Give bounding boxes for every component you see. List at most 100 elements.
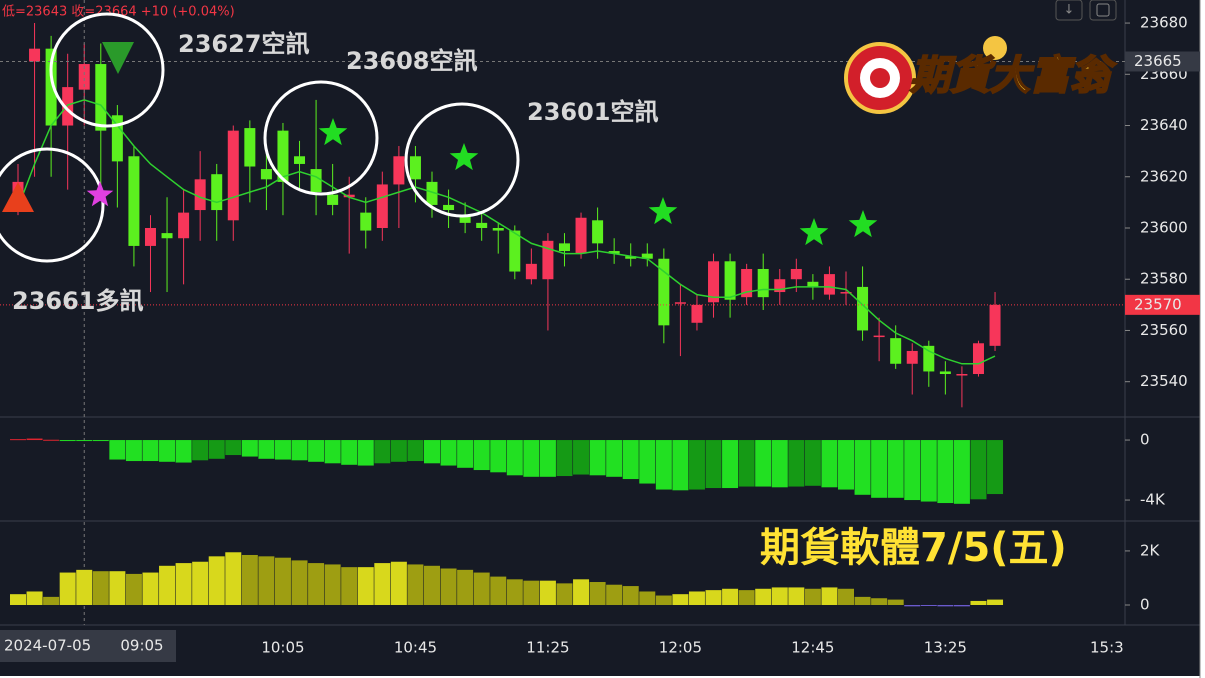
bar <box>506 440 523 476</box>
sell-triangle <box>102 42 134 74</box>
signal-label: 23661多訊 <box>12 287 144 315</box>
y-tick-label: 0 <box>1140 431 1150 449</box>
buy-triangle <box>2 182 34 212</box>
bar <box>225 440 242 456</box>
candle-body <box>29 48 41 62</box>
candle-body <box>923 345 935 372</box>
bar <box>258 440 275 459</box>
candle-body <box>426 181 438 205</box>
bar <box>937 440 954 504</box>
signal-label: 23627空訊 <box>178 30 310 58</box>
y-tick-label: 23600 <box>1140 218 1188 236</box>
bar <box>490 440 507 473</box>
signal-circle <box>49 12 165 128</box>
bar <box>440 568 457 605</box>
candle-body <box>658 258 670 326</box>
bar <box>755 588 772 605</box>
bar <box>854 440 871 495</box>
bar <box>142 572 159 605</box>
scroll-icon: ↓ <box>1064 3 1075 18</box>
candle-body <box>857 286 869 331</box>
y-tick-label: -4K <box>1140 491 1166 509</box>
y-tick-label: 23560 <box>1140 321 1188 339</box>
bar <box>722 440 739 489</box>
bar <box>722 588 739 605</box>
y-tick-label: 23540 <box>1140 372 1188 390</box>
candle-body <box>476 222 488 228</box>
bar <box>258 556 275 605</box>
candle-body <box>939 371 951 375</box>
signal-star <box>848 210 878 238</box>
signal-circle <box>0 147 105 263</box>
candle-body <box>542 240 554 280</box>
bar <box>821 440 838 488</box>
bar <box>241 440 258 457</box>
bar <box>556 583 573 605</box>
x-tick-label: 15:3 <box>1090 639 1124 657</box>
candle-body <box>492 227 504 231</box>
candle-body <box>956 374 968 376</box>
bar <box>192 440 209 461</box>
bar <box>26 591 43 605</box>
x-tick-label: 12:45 <box>791 639 834 657</box>
logo-text: 期貨大富翁 <box>910 53 1117 99</box>
bar <box>424 440 440 464</box>
bar <box>655 595 672 605</box>
bar <box>523 440 540 477</box>
bar <box>920 604 937 606</box>
toolbar: ↓ <box>1055 0 1117 21</box>
bar <box>76 440 93 442</box>
bar <box>125 573 142 605</box>
bar <box>308 440 325 462</box>
candle-body <box>277 130 289 182</box>
bar <box>159 565 176 605</box>
bar <box>539 580 556 605</box>
scroll-button[interactable] <box>1055 0 1083 21</box>
bar <box>639 440 656 484</box>
bar <box>59 440 76 442</box>
bar <box>374 563 391 605</box>
bar <box>291 440 308 461</box>
candle-body <box>873 335 885 338</box>
bar <box>606 440 623 477</box>
candle-body <box>972 343 984 375</box>
candle-body <box>310 169 322 193</box>
bar <box>324 440 341 464</box>
bar <box>208 556 225 605</box>
candle-body <box>409 156 421 180</box>
bar <box>374 440 391 464</box>
bar <box>871 440 888 498</box>
bar <box>589 582 606 605</box>
bar <box>109 440 126 460</box>
bar <box>539 440 556 477</box>
y-tick-label: 23620 <box>1140 167 1188 185</box>
candle-body <box>62 87 74 126</box>
bar <box>771 587 788 605</box>
bar <box>440 440 457 466</box>
candle-body <box>525 263 537 280</box>
bar <box>655 440 672 490</box>
fullscreen-button[interactable] <box>1089 0 1117 21</box>
bar <box>987 599 1004 605</box>
bar <box>125 440 142 462</box>
bar <box>771 440 788 488</box>
bar <box>688 440 705 490</box>
signal-label: 23608空訊 <box>346 47 478 75</box>
x-tick-label: 11:25 <box>526 639 569 657</box>
candle-body <box>376 184 388 228</box>
bar <box>457 569 474 605</box>
candle-body <box>194 179 206 211</box>
candle-body <box>95 64 107 131</box>
candle-body <box>244 128 256 167</box>
candle-body <box>260 169 272 180</box>
bar <box>970 600 987 605</box>
candle-body <box>890 338 902 364</box>
signal-star <box>86 181 114 207</box>
last-price-box <box>1125 294 1200 315</box>
y-tick-label: 23640 <box>1140 116 1188 134</box>
candle-body <box>111 115 123 162</box>
bar <box>838 440 854 490</box>
candle-body <box>161 233 173 239</box>
bar <box>159 440 176 462</box>
signal-circle <box>263 80 379 196</box>
